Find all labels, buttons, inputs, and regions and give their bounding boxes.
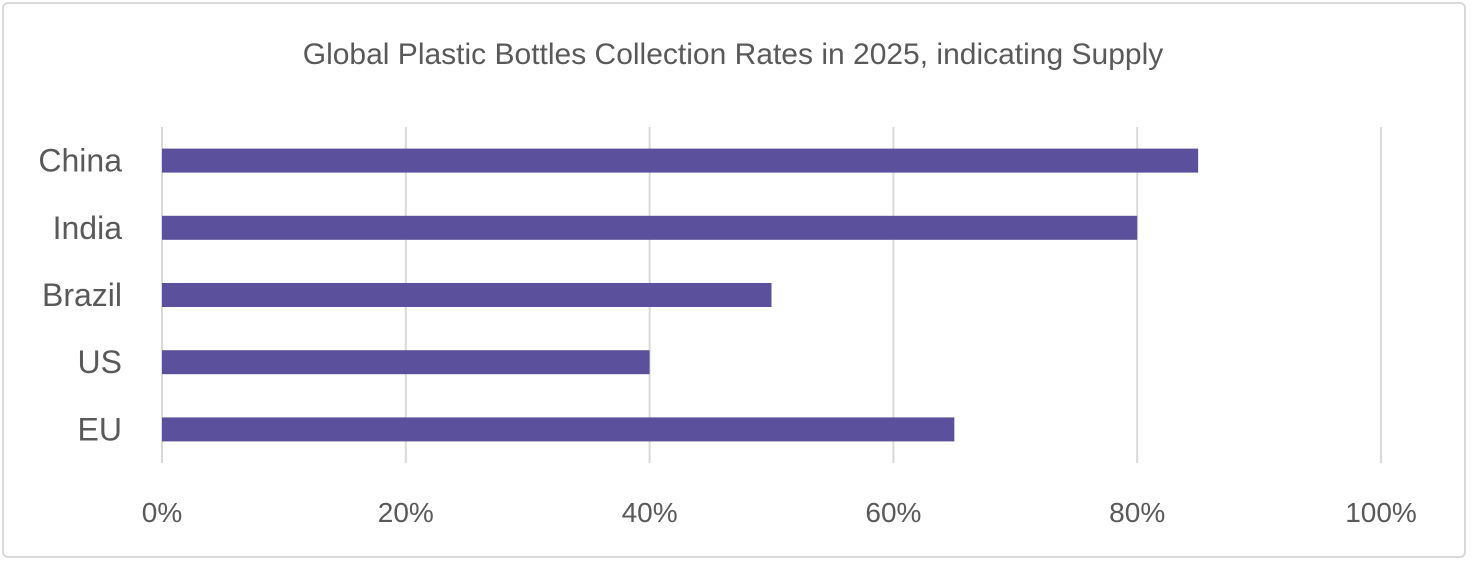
category-label: EU	[78, 411, 122, 447]
x-tick-label: 100%	[1345, 497, 1417, 528]
category-axis: China India Brazil US EU	[38, 143, 122, 448]
category-label: China	[38, 143, 122, 179]
x-tick-label: 60%	[865, 497, 921, 528]
value-axis: 0% 20% 40% 60% 80% 100%	[142, 497, 1417, 528]
bar-india	[162, 215, 1138, 240]
category-label: India	[53, 210, 123, 246]
bar-layer	[162, 148, 1199, 442]
chart-title: Global Plastic Bottles Collection Rates …	[303, 38, 1163, 71]
x-tick-label: 20%	[378, 497, 434, 528]
category-label: US	[78, 344, 122, 380]
grid-layer	[161, 127, 1382, 463]
bar-china	[162, 148, 1199, 173]
category-label: Brazil	[42, 277, 122, 313]
bar-eu	[162, 417, 955, 442]
bar-us	[162, 350, 650, 375]
x-tick-label: 40%	[622, 497, 678, 528]
x-tick-label: 80%	[1109, 497, 1165, 528]
bar-brazil	[162, 283, 772, 307]
x-tick-label: 0%	[142, 497, 182, 528]
